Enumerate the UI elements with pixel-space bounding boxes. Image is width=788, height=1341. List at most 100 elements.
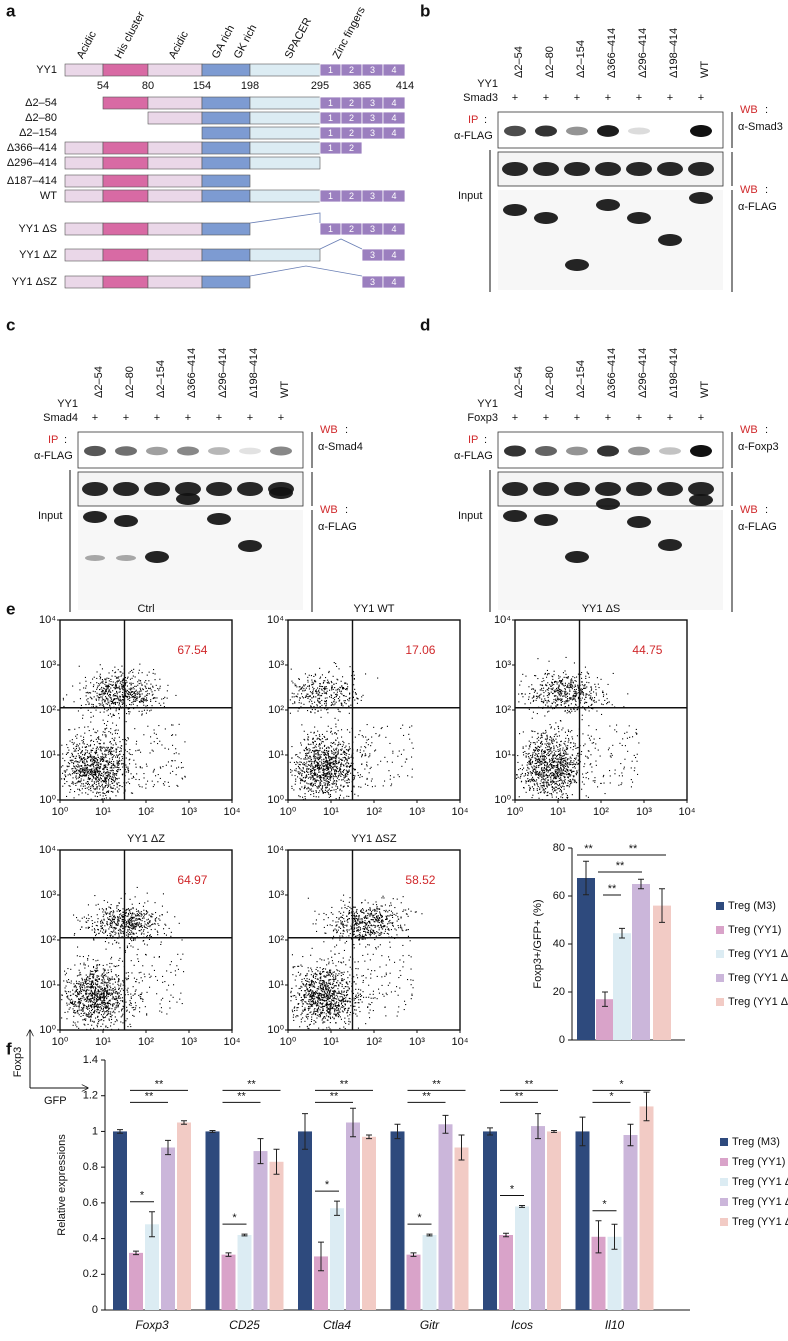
event-dot [528,772,530,774]
event-dot [327,750,329,752]
event-dot [315,735,317,737]
event-dot [541,767,543,769]
finger-number: 1 [328,128,333,138]
event-dot [565,768,567,770]
event-dot [550,685,552,687]
event-dot [90,697,92,699]
event-dot [97,771,99,773]
event-dot [561,782,563,784]
lane-label: Δ2–80 [124,366,136,398]
event-dot [573,781,575,783]
event-dot [323,791,325,793]
event-dot [118,782,120,784]
event-dot [311,782,313,784]
x-tick-label: 10¹ [323,806,339,818]
blot-band [657,162,683,176]
event-dot [83,768,85,770]
event-dot [98,768,100,770]
event-dot [562,773,564,775]
event-dot [563,757,565,759]
event-dot [144,681,146,683]
event-dot [165,764,167,766]
event-dot [548,687,550,689]
event-dot [521,772,523,774]
event-dot [110,747,112,749]
event-dot [552,791,554,793]
event-dot [556,783,558,785]
event-dot [568,758,570,760]
event-dot [559,682,561,684]
event-dot [317,766,319,768]
event-dot [327,752,329,754]
domain-segment [64,63,104,77]
event-dot [330,772,332,774]
event-dot [98,778,100,780]
event-dot [532,771,534,773]
event-dot [132,792,134,794]
event-dot [546,781,548,783]
event-dot [315,759,317,761]
event-dot [518,701,520,703]
event-dot [566,747,568,749]
event-dot [569,742,571,744]
event-dot [594,701,596,703]
event-dot [299,768,301,770]
zinc-finger [382,189,406,203]
event-dot [117,687,119,689]
event-dot [553,761,555,763]
event-dot [546,736,548,738]
y-tick-label: 10³ [40,659,56,671]
event-dot [353,678,355,680]
event-dot [155,733,157,735]
lane-label: Δ198–414 [668,348,680,398]
event-dot [308,684,310,686]
event-dot [99,704,101,706]
event-dot [295,754,297,756]
event-dot [315,692,317,694]
finger-number: 3 [370,113,375,123]
event-dot [115,795,117,797]
event-dot [531,736,533,738]
event-dot [536,771,538,773]
event-dot [153,697,155,699]
event-dot [346,689,348,691]
event-dot [326,767,328,769]
event-dot [558,770,560,772]
event-dot [119,705,121,707]
event-dot [298,702,300,704]
event-dot [121,695,123,697]
event-dot [118,767,120,769]
event-dot [128,708,130,710]
event-dot [326,688,328,690]
event-dot [302,697,304,699]
event-dot [99,786,101,788]
event-dot [543,759,545,761]
event-dot [621,744,623,746]
event-dot [307,786,309,788]
event-dot [557,750,559,752]
domain-segment [201,96,251,110]
event-dot [541,684,543,686]
event-dot [353,786,355,788]
event-dot [537,756,539,758]
event-dot [389,742,391,744]
blot-band [626,162,652,176]
event-dot [300,780,302,782]
event-dot [335,663,337,665]
event-dot [581,719,583,721]
event-dot [133,693,135,695]
event-dot [353,674,355,676]
event-dot [540,760,542,762]
event-dot [345,769,347,771]
event-dot [99,791,101,793]
event-dot [576,693,578,695]
event-dot [105,681,107,683]
event-dot [75,760,77,762]
event-dot [550,691,552,693]
event-dot [353,777,355,779]
event-dot [562,782,564,784]
event-dot [95,738,97,740]
event-dot [541,740,543,742]
event-dot [348,795,350,797]
event-dot [307,738,309,740]
